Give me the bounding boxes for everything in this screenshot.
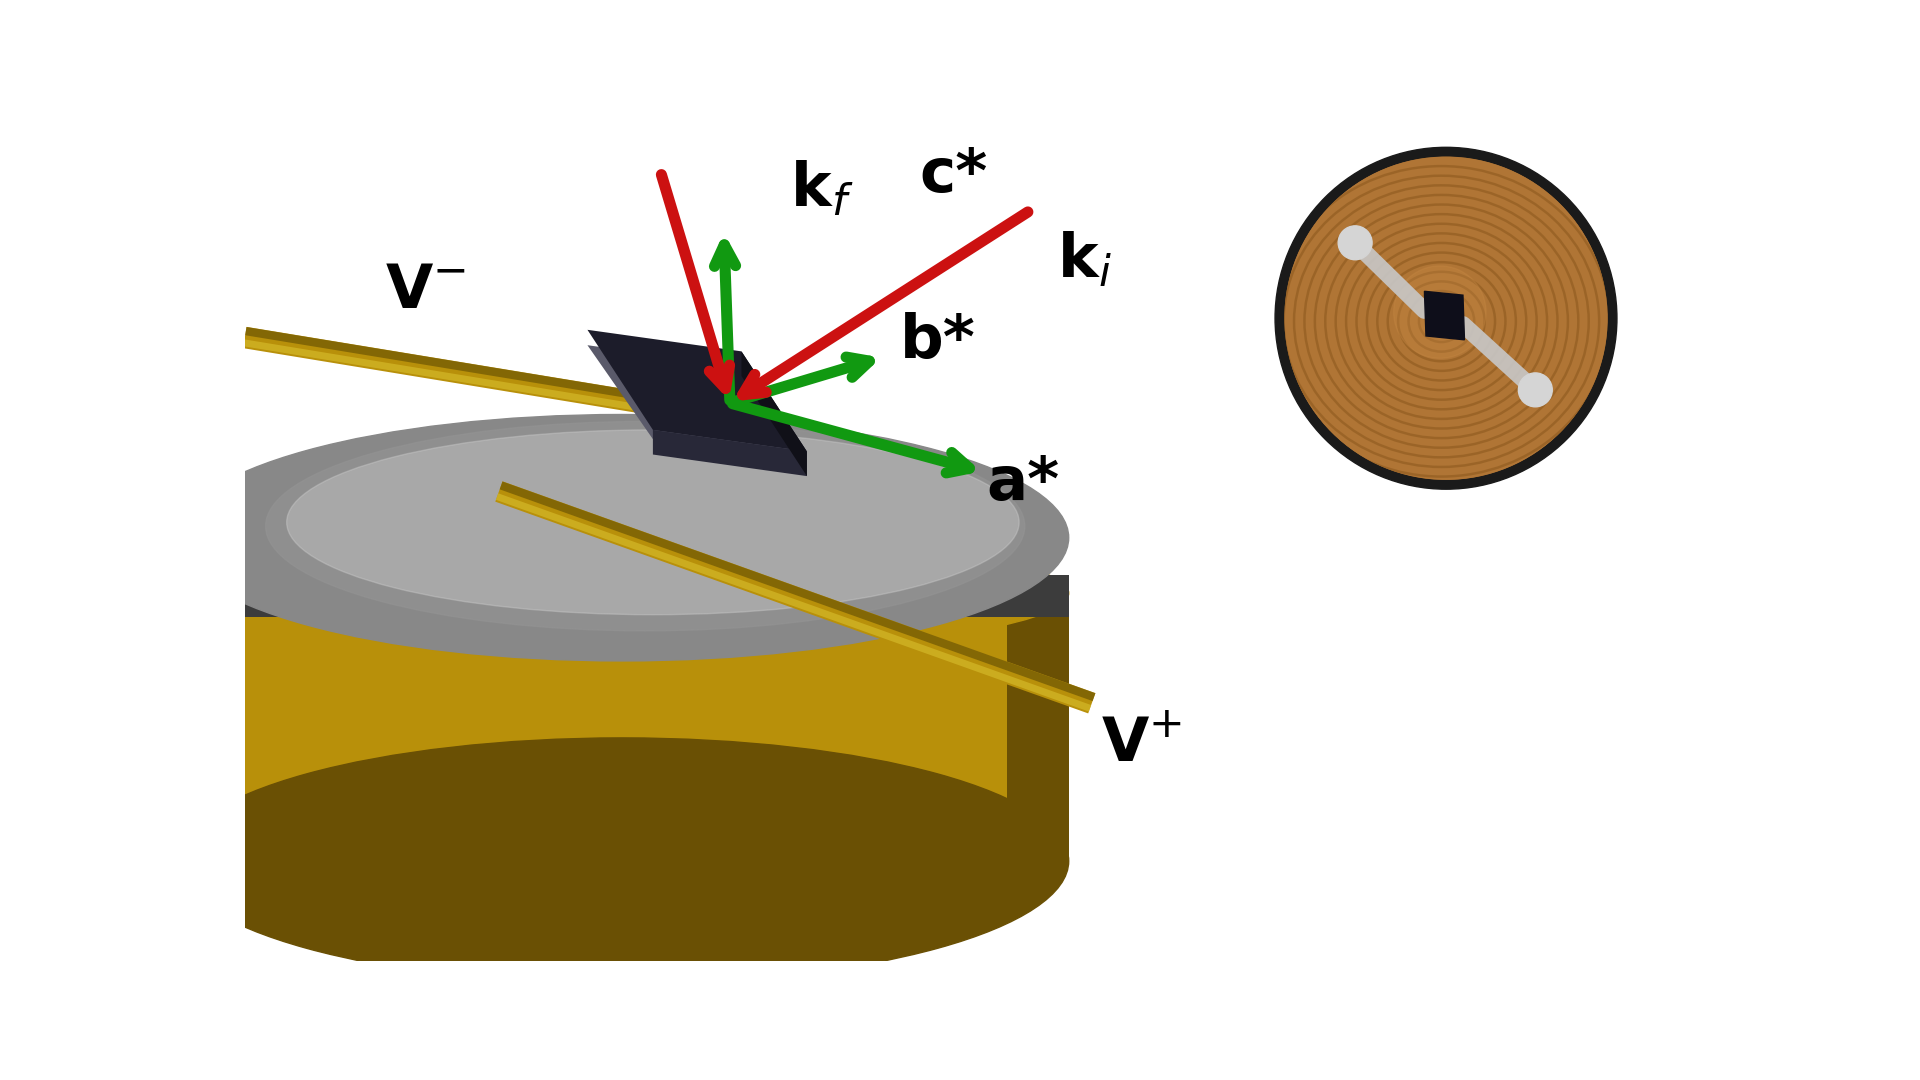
Text: k$_i$: k$_i$: [1056, 230, 1112, 291]
Polygon shape: [175, 593, 236, 861]
Polygon shape: [653, 430, 806, 476]
Polygon shape: [588, 346, 806, 461]
Ellipse shape: [286, 430, 1020, 615]
Polygon shape: [1425, 292, 1465, 340]
Text: k$_f$: k$_f$: [791, 160, 854, 219]
Polygon shape: [175, 575, 1069, 617]
Text: c*: c*: [920, 146, 987, 205]
Text: V$^{-}$: V$^{-}$: [386, 261, 467, 321]
Circle shape: [1275, 147, 1617, 489]
Polygon shape: [741, 351, 806, 476]
Circle shape: [1519, 373, 1551, 407]
Polygon shape: [1008, 593, 1069, 861]
Ellipse shape: [175, 738, 1069, 984]
Circle shape: [1338, 226, 1373, 259]
Ellipse shape: [175, 531, 1069, 654]
Polygon shape: [244, 327, 785, 436]
Polygon shape: [495, 482, 1096, 714]
Text: b*: b*: [900, 312, 975, 370]
Circle shape: [1284, 157, 1607, 480]
Text: V$^{+}$: V$^{+}$: [1102, 716, 1183, 775]
Ellipse shape: [265, 421, 1025, 631]
Polygon shape: [175, 593, 1069, 861]
Polygon shape: [588, 329, 806, 451]
Ellipse shape: [175, 415, 1069, 661]
Circle shape: [1394, 266, 1486, 359]
Text: a*: a*: [987, 455, 1060, 513]
